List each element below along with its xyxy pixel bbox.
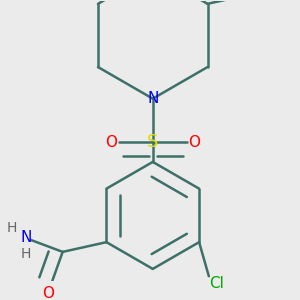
Text: N: N [20,230,32,245]
Text: O: O [42,286,54,300]
Text: Cl: Cl [209,276,224,291]
Text: O: O [105,135,117,150]
Text: S: S [147,134,158,152]
Text: H: H [21,247,32,261]
Text: O: O [188,135,200,150]
Text: H: H [6,220,17,235]
Text: N: N [147,91,158,106]
